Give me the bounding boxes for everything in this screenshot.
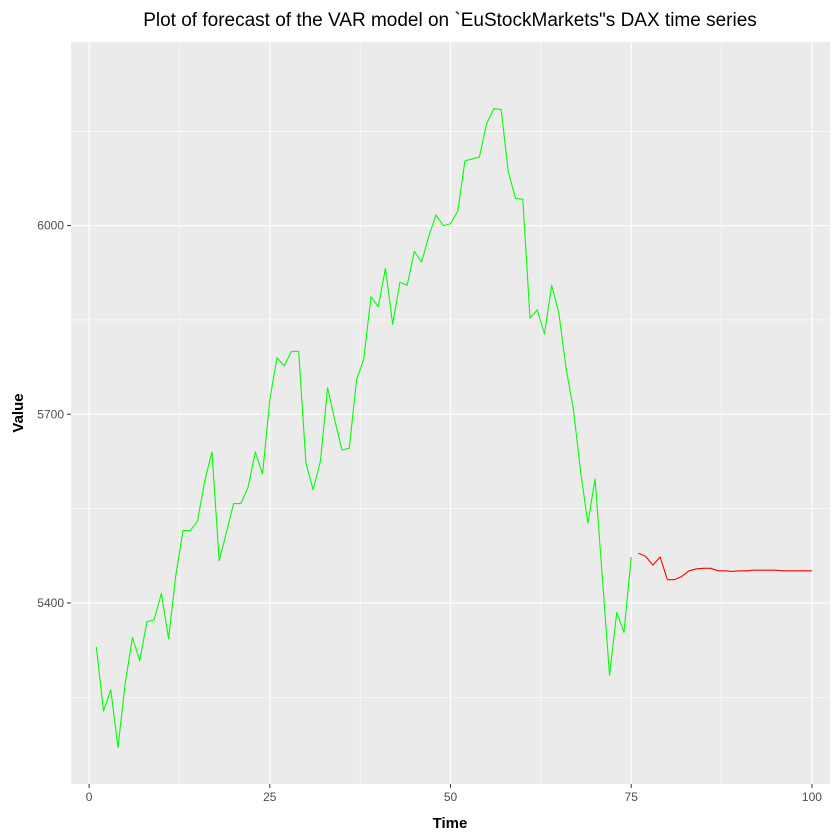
observed-series-line [95,108,632,749]
y-tick-label: 6000 [37,219,64,233]
y-tick-label: 5400 [37,596,64,610]
chart-title: Plot of forecast of the VAR model on `Eu… [143,10,757,31]
x-tick-label: 50 [444,790,458,804]
x-tick-label: 0 [86,790,93,804]
y-tick-label: 5700 [37,407,64,421]
x-tick-label: 100 [802,790,822,804]
y-axis-title: Value [10,393,27,432]
y-axis: 5400 5700 6000 [37,219,71,610]
x-tick-label: 25 [263,790,277,804]
major-grid [71,42,830,784]
x-axis-title: Time [433,815,468,832]
x-tick-label: 75 [625,790,639,804]
x-axis: 0 25 50 75 100 [86,784,822,804]
series-layer [95,108,812,749]
forecast-series-line [638,552,812,581]
